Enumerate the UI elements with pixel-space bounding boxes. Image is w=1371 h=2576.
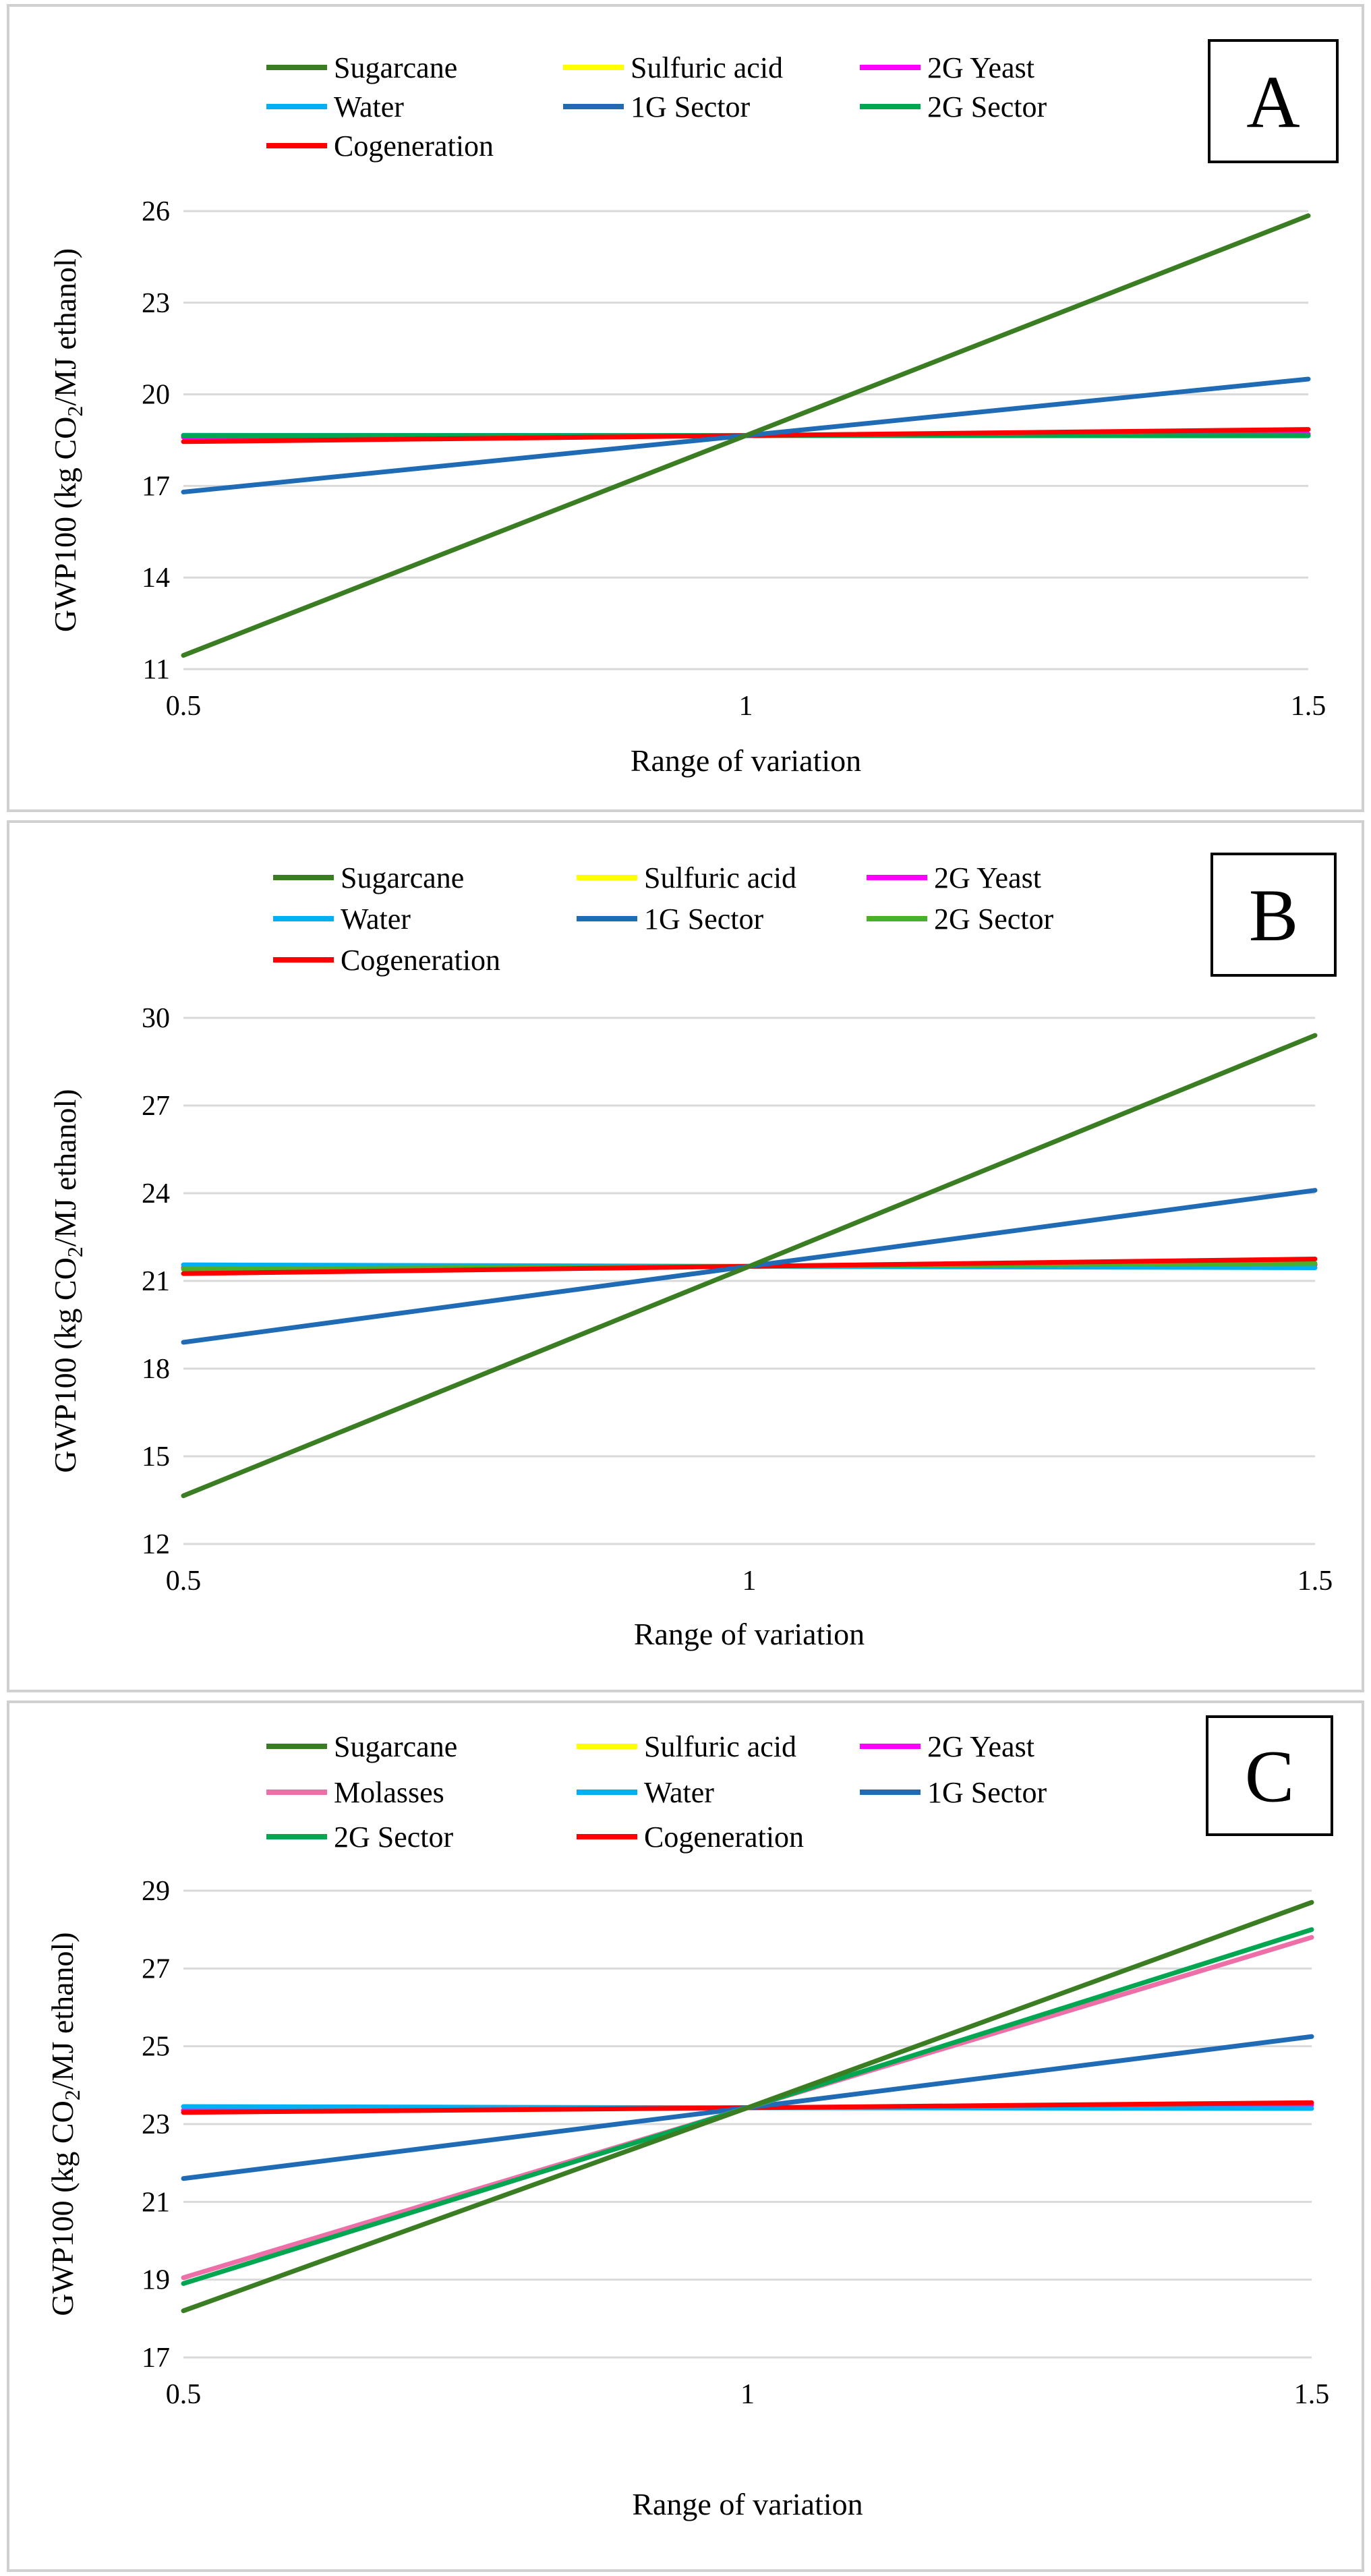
y-tick-label: 25 bbox=[142, 2032, 170, 2063]
panel-frame bbox=[7, 820, 1364, 1692]
legend-label-sugarcane: Sugarcane bbox=[341, 861, 464, 894]
legend-label-water: Water bbox=[644, 1776, 714, 1809]
x-axis-title: Range of variation bbox=[631, 743, 861, 778]
y-axis-title: GWP100 (kg CO2/MJ ethanol) bbox=[48, 1089, 87, 1472]
panel-c: 17 19 21 23 25 27 29 0.5 1 1.5 Range of variation G… bbox=[0, 1696, 1371, 2576]
y-tick-label: 29 bbox=[142, 1876, 170, 1907]
x-tick-label: 1 bbox=[739, 691, 753, 722]
legend-label-2g-yeast: 2G Yeast bbox=[927, 1730, 1034, 1763]
y-tick-label: 18 bbox=[142, 1354, 170, 1385]
x-tick-label: 0.5 bbox=[166, 2379, 202, 2410]
y-tick-label: 20 bbox=[142, 380, 170, 411]
chart-b: 12 15 18 21 24 27 30 0.5 1 1.5 Range of variation G… bbox=[7, 820, 1364, 1692]
legend-label-molasses: Molasses bbox=[334, 1776, 444, 1809]
legend-label-sugarcane: Sugarcane bbox=[334, 51, 457, 84]
legend-label-2g-sector: 2G Sector bbox=[927, 90, 1047, 123]
panel-badge bbox=[1206, 1715, 1333, 1836]
x-tick-label: 0.5 bbox=[166, 1566, 202, 1597]
y-tick-label: 23 bbox=[142, 288, 170, 319]
panel-frame bbox=[7, 4, 1364, 812]
x-axis-title: Range of variation bbox=[632, 2487, 863, 2521]
x-tick-label: 1.5 bbox=[1297, 1566, 1333, 1597]
y-tick-label: 14 bbox=[142, 563, 170, 594]
legend-label-2g-sector: 2G Sector bbox=[934, 903, 1054, 936]
y-tick-label: 24 bbox=[142, 1178, 170, 1209]
legend-label-sulfuric-acid: Sulfuric acid bbox=[631, 51, 783, 84]
x-axis-title: Range of variation bbox=[634, 1617, 865, 1651]
y-tick-label: 23 bbox=[142, 2109, 170, 2140]
y-tick-label: 21 bbox=[142, 1266, 170, 1297]
panel-badge bbox=[1210, 853, 1337, 977]
y-tick-label: 21 bbox=[142, 2187, 170, 2218]
chart-c: 17 19 21 23 25 27 29 0.5 1 1.5 Range of variation G… bbox=[7, 1700, 1364, 2572]
legend-label-cogeneration: Cogeneration bbox=[644, 1821, 804, 1854]
legend-label-water: Water bbox=[341, 903, 411, 936]
legend-label-cogeneration: Cogeneration bbox=[341, 944, 500, 977]
legend-label-2g-yeast: 2G Yeast bbox=[934, 861, 1041, 894]
legend-label-cogeneration: Cogeneration bbox=[334, 130, 494, 163]
legend-label-sulfuric-acid: Sulfuric acid bbox=[644, 1730, 796, 1763]
panel-frame bbox=[7, 1700, 1364, 2572]
panel-badge-letter: A bbox=[1246, 61, 1300, 143]
y-tick-label: 17 bbox=[142, 471, 170, 502]
x-tick-label: 1 bbox=[740, 2379, 755, 2410]
panel-a: 11 14 17 20 23 26 0.5 1 1.5 Range of variation GWP… bbox=[0, 0, 1371, 816]
y-axis-title: GWP100 (kg CO2/MJ ethanol) bbox=[45, 1932, 84, 2316]
y-tick-label: 30 bbox=[142, 1003, 170, 1034]
legend-label-2g-sector: 2G Sector bbox=[334, 1821, 454, 1854]
legend-label-1g-sector: 1G Sector bbox=[644, 903, 764, 936]
x-tick-label: 0.5 bbox=[166, 691, 202, 722]
panel-badge-letter: B bbox=[1249, 874, 1298, 956]
y-tick-label: 27 bbox=[142, 1091, 170, 1122]
series-line-sugarcane bbox=[181, 1033, 1318, 1498]
x-tick-label: 1.5 bbox=[1294, 2379, 1330, 2410]
x-tick-label: 1 bbox=[742, 1566, 757, 1597]
chart-a: 11 14 17 20 23 26 0.5 1 1.5 Range of variation GWP… bbox=[7, 4, 1364, 812]
legend-label-1g-sector: 1G Sector bbox=[927, 1776, 1047, 1809]
legend-label-sugarcane: Sugarcane bbox=[334, 1730, 457, 1763]
panel-badge bbox=[1208, 39, 1339, 163]
y-tick-label: 17 bbox=[142, 2343, 170, 2374]
x-tick-label: 1.5 bbox=[1291, 691, 1326, 722]
legend-label-water: Water bbox=[334, 90, 404, 123]
y-axis-title: GWP100 (kg CO2/MJ ethanol) bbox=[48, 248, 87, 632]
y-tick-label: 11 bbox=[143, 654, 170, 685]
legend-label-sulfuric-acid: Sulfuric acid bbox=[644, 861, 796, 894]
panel-b: 12 15 18 21 24 27 30 0.5 1 1.5 Range of variation G… bbox=[0, 816, 1371, 1696]
y-tick-label: 12 bbox=[142, 1529, 170, 1560]
legend-label-1g-sector: 1G Sector bbox=[631, 90, 751, 123]
series-line-sugarcane bbox=[181, 213, 1311, 658]
legend-label-2g-yeast: 2G Yeast bbox=[927, 51, 1034, 84]
y-tick-label: 27 bbox=[142, 1953, 170, 1984]
y-tick-label: 19 bbox=[142, 2265, 170, 2296]
panel-badge-letter: C bbox=[1245, 1736, 1294, 1818]
series-line-sugarcane bbox=[181, 1899, 1314, 2314]
y-tick-label: 15 bbox=[142, 1441, 170, 1472]
y-tick-label: 26 bbox=[142, 196, 170, 227]
